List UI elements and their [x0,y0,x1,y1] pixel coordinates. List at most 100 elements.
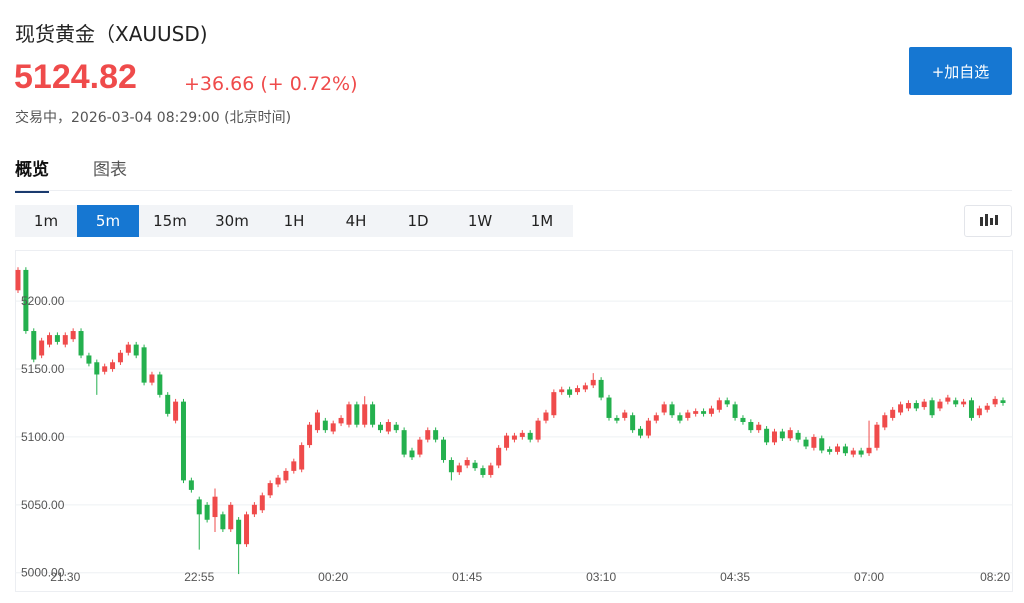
candle-body [582,385,588,390]
candle-body [535,420,541,440]
candle-body [362,404,368,425]
candle-body [496,447,502,466]
chart-type-button[interactable] [964,205,1012,237]
candle-body [188,480,194,490]
candle-body [314,412,320,431]
y-tick-label: 5000.00 [21,566,65,580]
candle-body [409,450,415,458]
candle-body [251,504,257,515]
candle-body [953,400,959,405]
candle-body [377,424,383,431]
candle-body [54,335,60,342]
candle-body [874,424,880,448]
candle-body [236,519,242,545]
candle-body [47,335,53,345]
candle-body [803,439,809,447]
candle-body [393,424,399,431]
interval-option[interactable]: 15m [153,212,187,230]
candle-body [590,379,596,386]
candle-body [701,411,707,414]
candle-body [1000,400,1006,403]
candle-body [842,446,848,454]
candle-body [322,420,328,431]
candle-body [559,389,565,393]
candle-body [464,460,470,466]
interval-option[interactable]: 4H [345,212,367,230]
interval-option[interactable]: 1m [33,212,59,230]
candle-body [23,269,29,332]
candle-body [858,450,864,455]
candle-body [913,402,919,409]
title: 现货黄金（XAUUSD) [15,22,208,46]
candle-body [480,468,486,475]
tabs: 概览 图表 [15,155,127,193]
candle-body [220,514,226,530]
candle-body [882,415,888,428]
tab[interactable]: 概览 [15,155,49,193]
candle-body [519,432,525,437]
candle-body [732,404,738,418]
candle-body [338,417,344,424]
x-tick-label: 01:45 [452,570,482,584]
candle-body [771,431,777,443]
candle-body [819,438,825,451]
candle-body [764,428,770,443]
candle-body [984,405,990,410]
status: 交易中，2026-03-04 08:29:00 (北京时间) [15,110,292,126]
candle-body [653,415,659,421]
candle-body [228,504,234,530]
interval-option[interactable]: 1M [530,212,554,230]
candle-body [299,445,305,470]
candle-body [543,412,549,421]
candle-body [346,404,352,425]
y-tick-label: 5150.00 [21,362,65,376]
price-change: +36.66 (+ 0.72%) [184,73,358,95]
candle-body [567,389,573,395]
interval-option[interactable]: 1D [407,212,429,230]
add-watchlist-button[interactable]: +加自选 [909,47,1012,95]
candle-body [779,431,785,439]
candle-body [283,470,289,481]
candle-body [511,435,517,440]
interval-selector: 1m 5m 15m 30m 1H 4H 1D 1W 1M [15,205,573,237]
interval-option[interactable]: 1H [283,212,305,230]
candle-body [157,374,163,395]
candle-body [456,465,462,473]
candle-body [401,430,407,455]
candle-body [905,402,911,409]
candle-body [125,344,131,353]
candle-body [716,400,722,410]
candle-body [39,340,45,356]
candle-body [827,449,833,452]
candle-body [354,404,360,425]
candle-body [835,446,841,452]
interval-option[interactable]: 5m [77,205,139,237]
candle-body [472,462,478,469]
candle-body [740,417,746,422]
interval-option[interactable]: 1W [467,212,493,230]
candle-body [708,408,714,414]
candle-body [527,432,533,440]
candle-body [614,417,620,421]
x-tick-label: 08:20 [980,570,1010,584]
candle-body [630,415,636,431]
x-tick-label: 07:00 [854,570,884,584]
candle-body [898,404,904,413]
candle-body [890,409,896,418]
candle-body [385,422,391,432]
candle-body [756,424,762,431]
candle-body [291,461,297,471]
interval-option[interactable]: 30m [215,212,249,230]
candle-body [78,331,84,356]
candle-body [992,398,998,405]
candle-body [15,269,21,291]
candle-body [598,379,604,398]
candle-body [574,388,580,393]
candle-body [133,344,139,356]
candle-body [606,397,612,418]
chart-frame [15,250,1013,592]
tab[interactable]: 图表 [93,160,127,180]
candle-body [117,352,123,363]
candle-body [787,430,793,439]
